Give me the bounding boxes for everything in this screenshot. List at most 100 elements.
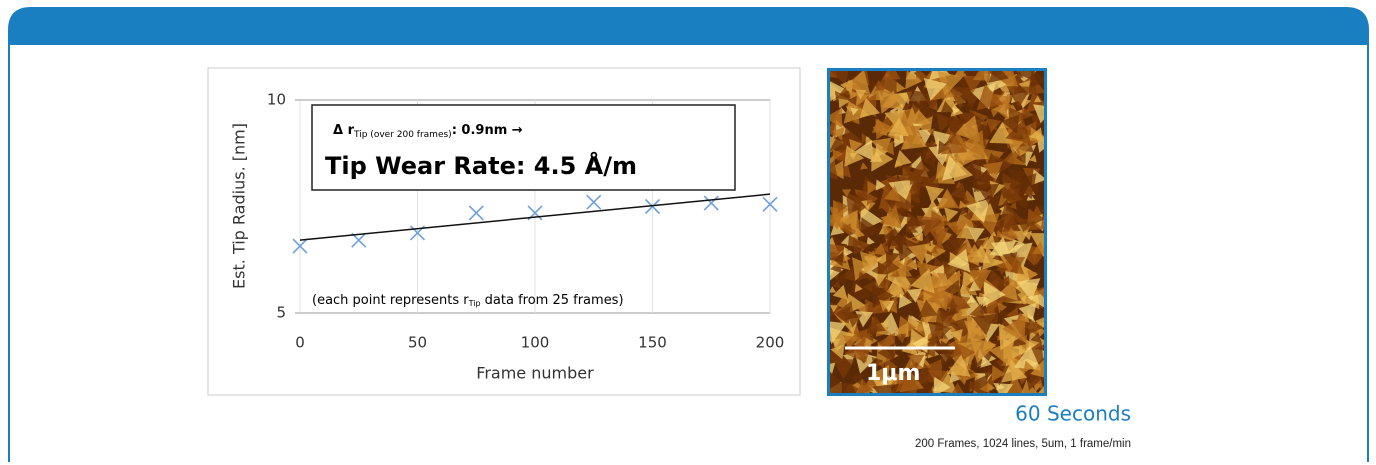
- texture: [924, 252, 936, 264]
- texture: [1034, 95, 1042, 103]
- texture: [949, 305, 960, 317]
- texture: [1023, 360, 1035, 372]
- texture: [986, 118, 1002, 133]
- texture: [954, 115, 981, 143]
- texture: [933, 239, 945, 249]
- texture: [830, 81, 848, 102]
- texture: [878, 361, 886, 369]
- trend-line: [299, 193, 771, 241]
- texture: [847, 278, 873, 304]
- texture: [969, 303, 985, 319]
- point: [644, 198, 661, 215]
- texture: [830, 344, 845, 360]
- texture: [854, 283, 863, 293]
- texture: [843, 254, 851, 262]
- texture: [1016, 152, 1026, 164]
- texture: [843, 246, 853, 258]
- texture: [921, 207, 930, 215]
- texture: [871, 283, 894, 309]
- texture: [845, 71, 871, 95]
- texture: [891, 91, 911, 110]
- texture: [848, 90, 869, 110]
- texture: [1029, 154, 1037, 163]
- texture: [941, 231, 963, 252]
- texture: [1009, 169, 1027, 187]
- texture: [1015, 71, 1024, 78]
- texture: [932, 130, 954, 151]
- texture: [988, 340, 1015, 367]
- delta-sub: Tip (over 200 frames): [353, 130, 452, 140]
- texture: [872, 383, 900, 393]
- note: (each point represents rTip data from 25…: [312, 293, 624, 308]
- texture: [958, 200, 967, 209]
- texture: [991, 365, 1006, 382]
- texture: [855, 89, 867, 100]
- texture: [928, 321, 952, 345]
- texture: [852, 236, 870, 255]
- texture: [1029, 182, 1039, 194]
- texture: [830, 107, 843, 128]
- texture: [927, 270, 948, 291]
- texture: [830, 213, 844, 230]
- texture: [925, 185, 945, 204]
- texture: [889, 295, 898, 305]
- texture: [1030, 332, 1042, 343]
- afm-image: [830, 71, 1044, 393]
- texture: [846, 312, 863, 328]
- note-sub: Tip: [468, 299, 481, 308]
- texture: [854, 140, 874, 161]
- texture: [1001, 315, 1026, 343]
- texture: [928, 227, 949, 247]
- texture: [893, 367, 921, 393]
- texture: [1030, 359, 1044, 378]
- texture: [837, 201, 848, 213]
- texture: [1009, 202, 1017, 210]
- point: [292, 238, 308, 254]
- texture: [847, 95, 857, 106]
- texture: [972, 314, 995, 336]
- note-suffix: data from 25 frames): [481, 293, 624, 308]
- texture: [979, 382, 990, 393]
- point: [762, 196, 778, 212]
- texture: [937, 71, 963, 96]
- texture: [894, 149, 912, 167]
- texture: [996, 381, 1005, 391]
- texture: [944, 207, 959, 222]
- point: [586, 194, 602, 210]
- texture: [906, 288, 923, 303]
- texture: [1002, 215, 1021, 232]
- texture: [881, 90, 902, 109]
- texture: [916, 215, 940, 238]
- texture: [997, 302, 1008, 314]
- texture: [887, 260, 901, 275]
- texture: [871, 146, 894, 172]
- texture: [962, 159, 982, 182]
- texture: [875, 118, 895, 140]
- header-bar: [9, 8, 1368, 45]
- texture: [1011, 173, 1037, 200]
- texture: [832, 280, 841, 289]
- texture: [906, 190, 921, 207]
- texture: [940, 214, 949, 222]
- texture: [831, 252, 844, 267]
- texture: [859, 251, 882, 274]
- annotation-box: [311, 104, 736, 191]
- texture: [902, 254, 921, 273]
- texture: [898, 293, 913, 309]
- texture: [965, 198, 990, 223]
- caption: 60 Seconds: [1015, 402, 1131, 426]
- texture: [884, 109, 905, 130]
- texture: [875, 179, 886, 191]
- texture: [930, 210, 951, 234]
- texture: [857, 192, 868, 202]
- texture: [896, 333, 907, 344]
- texture: [940, 131, 967, 155]
- x-tick-label: 0: [295, 334, 305, 352]
- texture: [940, 100, 954, 114]
- texture: [871, 357, 884, 369]
- texture: [860, 162, 868, 170]
- texture: [840, 223, 851, 236]
- texture: [923, 291, 933, 303]
- texture: [967, 269, 992, 291]
